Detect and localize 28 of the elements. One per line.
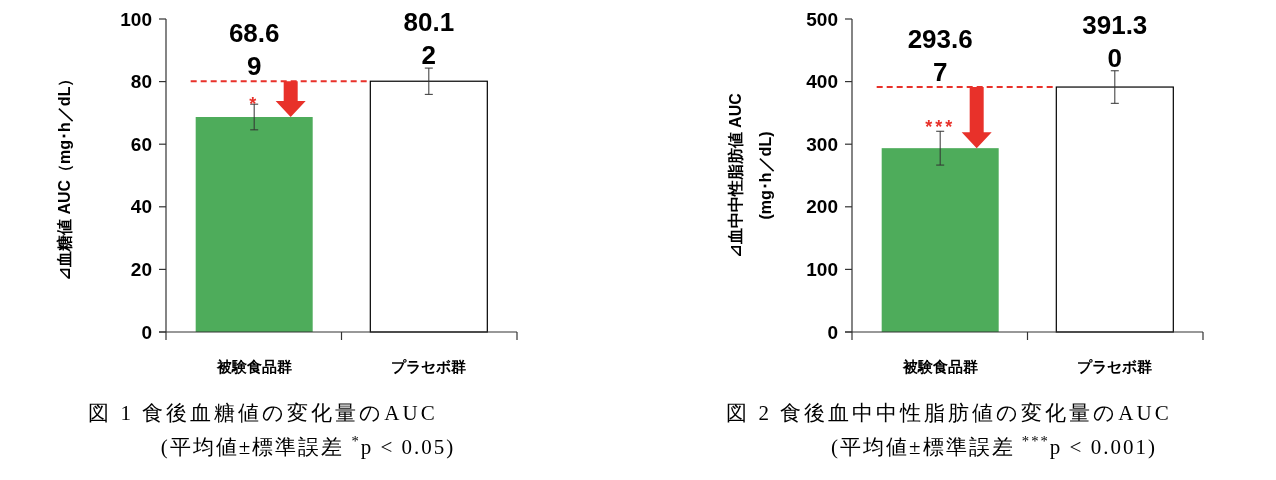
y-tick-label: 500: [806, 8, 838, 30]
text: (平均値±標準誤差 $^{*}$p < 0.05): [160, 433, 456, 459]
text: (平均値±標準誤差 $^{***}$p < 0.001): [831, 433, 1157, 459]
y-tick-label: 300: [806, 133, 838, 155]
x-tick-label: 被験食品群: [215, 358, 292, 375]
text: 図 1 食後血糖値の変化量のAUC: [88, 401, 438, 425]
y-axis-title: ⊿血糖値 AUC（mg･h／dL）: [56, 70, 74, 281]
y-tick-label: 60: [130, 133, 152, 155]
x-tick-label: 被験食品群: [901, 358, 978, 375]
data-label: 293.67: [907, 24, 973, 88]
y-tick-label: 100: [806, 259, 838, 281]
text: 図 2 食後血中中性脂肪値の変化量のAUC: [726, 401, 1172, 425]
y-tick-label: 0: [141, 321, 152, 343]
y-tick-label: 0: [827, 321, 838, 343]
y-tick-label: 100: [120, 8, 152, 30]
annotation: ***: [925, 116, 956, 137]
y-tick-label: 200: [806, 196, 838, 218]
y-tick-label: 40: [130, 196, 152, 218]
x-tick-label: プラセボ群: [391, 358, 467, 375]
y-tick-label: 80: [130, 71, 152, 93]
y-tick-label: 20: [130, 259, 152, 281]
y-tick-label: 400: [806, 71, 838, 93]
x-tick-label: プラセボ群: [1077, 358, 1153, 375]
data-label: 80.12: [403, 7, 455, 71]
data-label: 391.30: [1082, 9, 1148, 73]
annotation: *: [249, 93, 260, 114]
data-label: 68.69: [228, 18, 280, 82]
y-axis-title: ⊿血中中性脂肪値 AUC (mg･h／dL): [727, 92, 775, 258]
